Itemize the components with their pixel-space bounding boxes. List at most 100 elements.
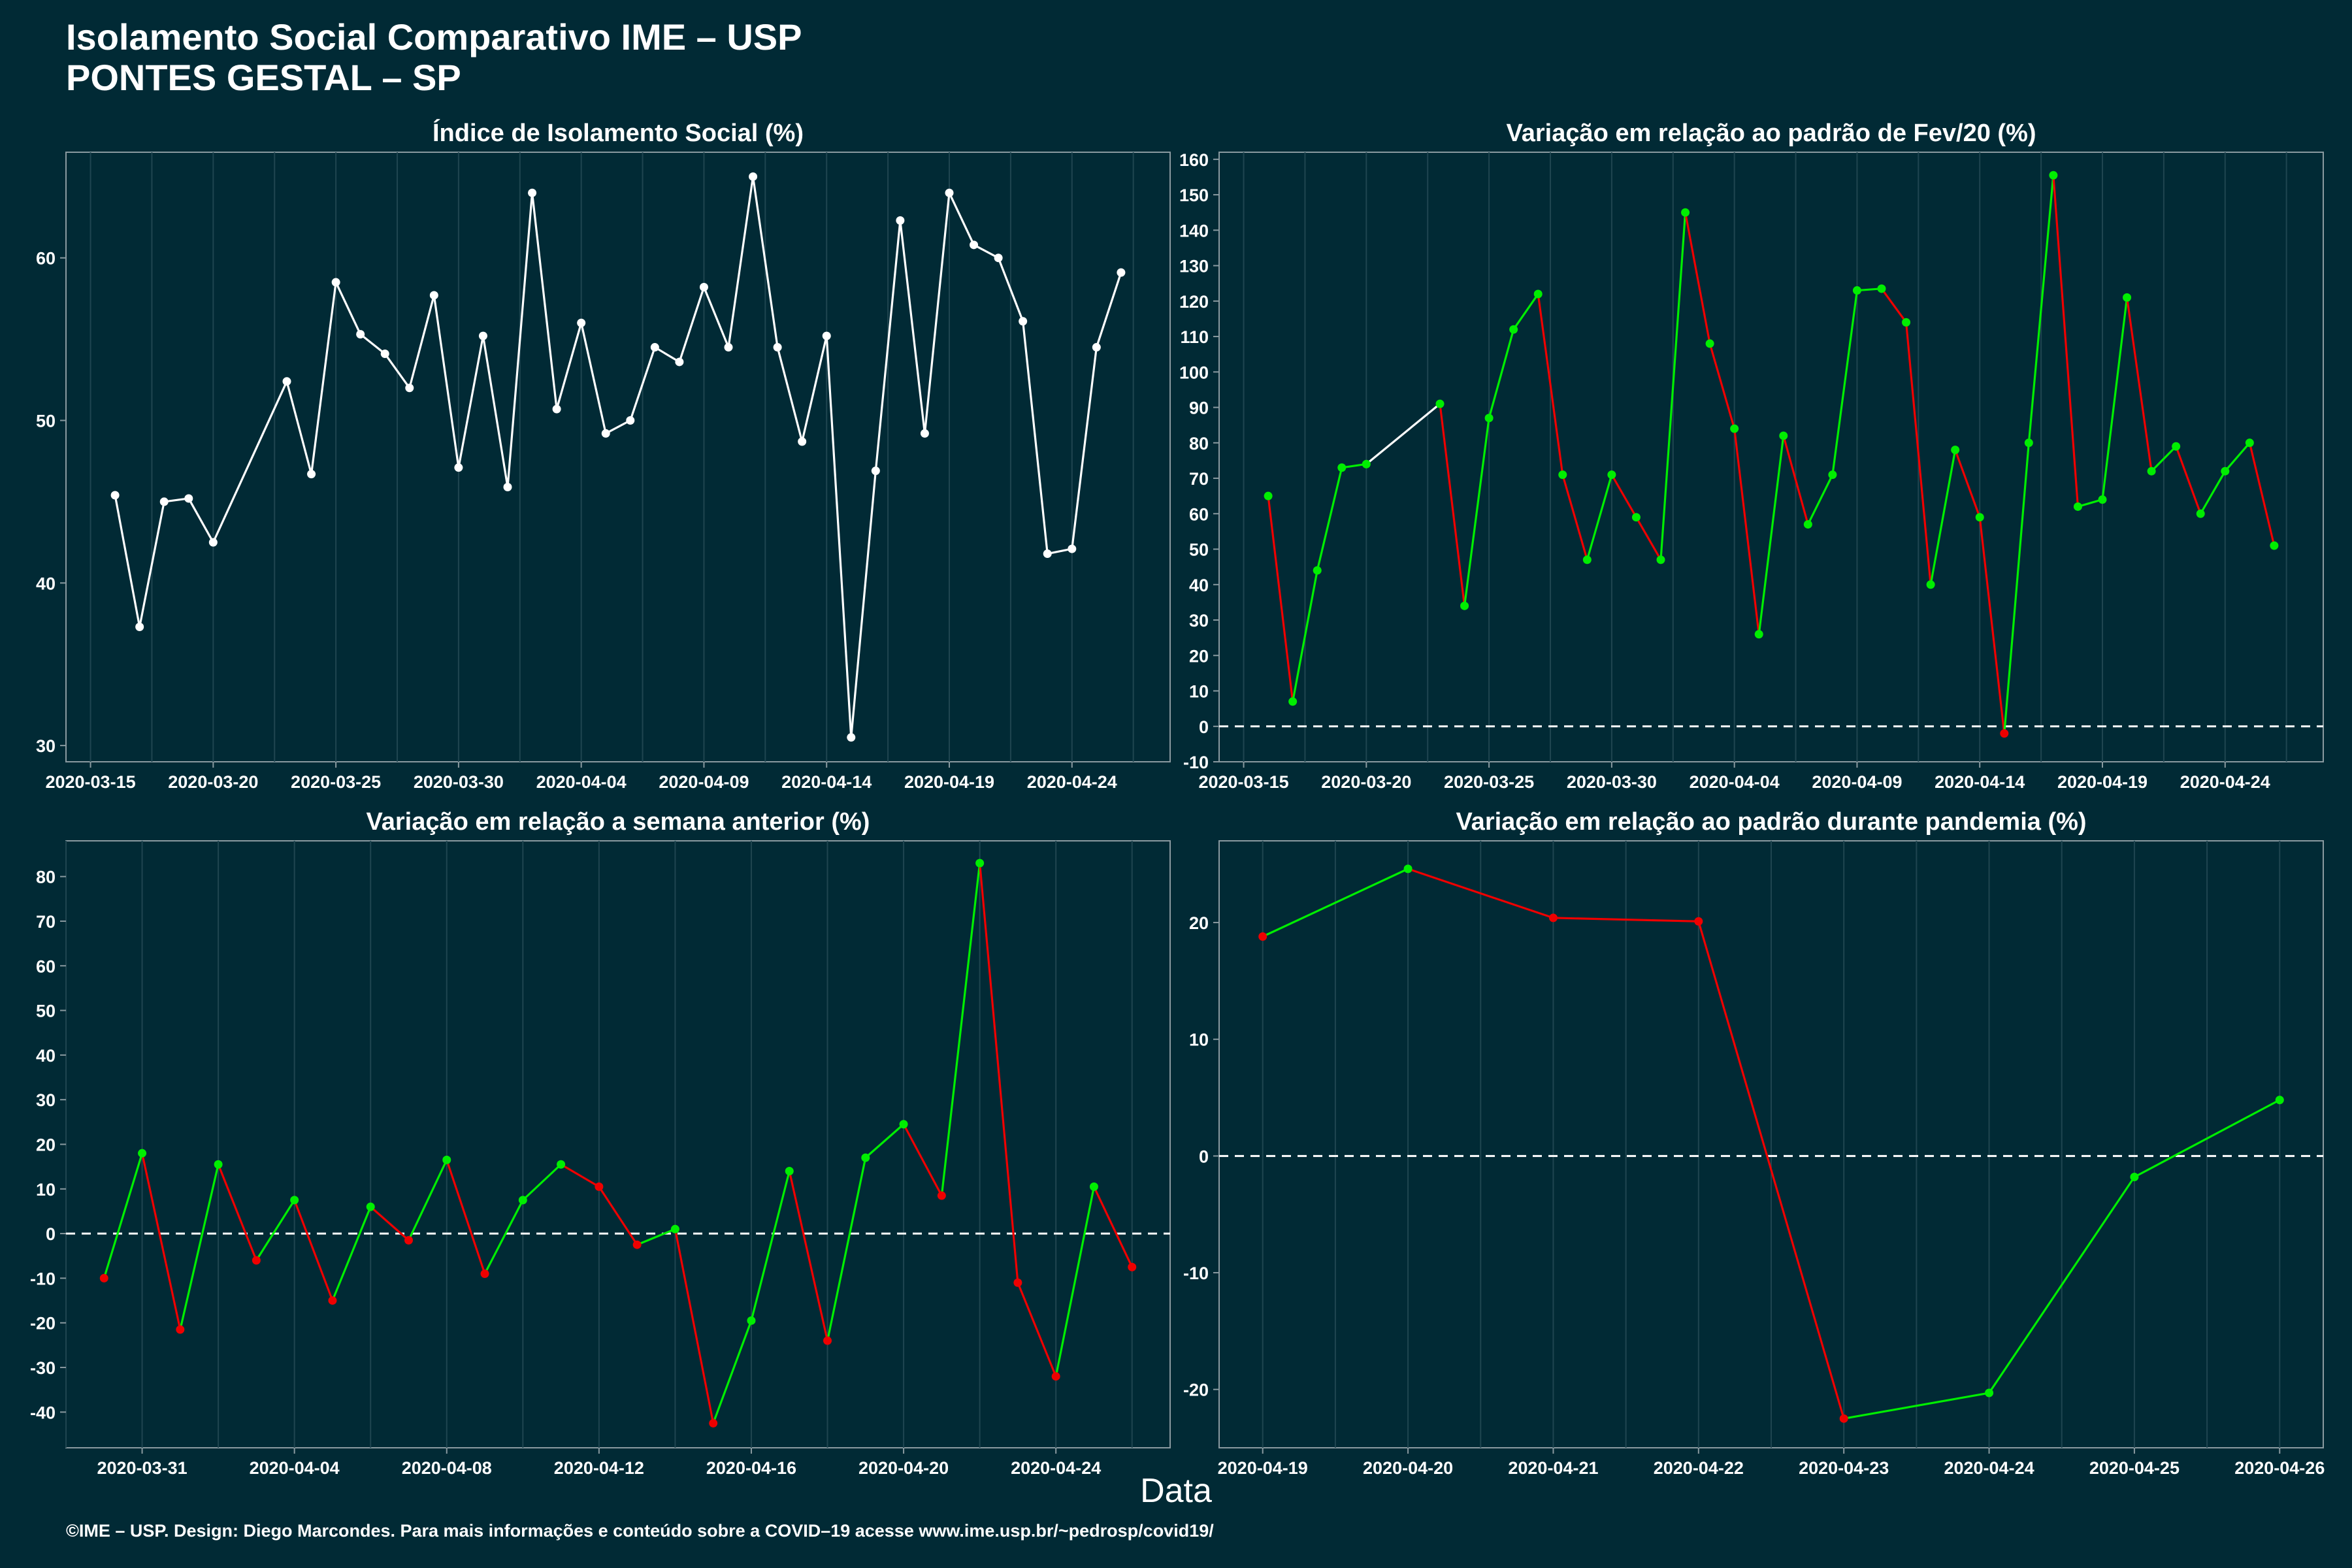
y-tick-label: -10 <box>30 1269 56 1288</box>
series-segment <box>826 1157 867 1341</box>
data-point <box>328 1296 337 1305</box>
data-point <box>1730 424 1739 433</box>
data-point <box>1754 630 1763 639</box>
x-tick-label: 2020-03-20 <box>1321 772 1411 792</box>
data-point <box>1533 289 1543 299</box>
data-point <box>823 1336 832 1345</box>
series-segment <box>629 347 656 421</box>
data-point <box>159 497 169 506</box>
data-point <box>945 188 954 197</box>
data-point <box>290 1196 299 1205</box>
y-tick-label: 0 <box>1199 1147 1209 1166</box>
series-segment <box>2224 442 2251 472</box>
series-segment <box>2150 446 2177 472</box>
x-tick-label: 2020-04-24 <box>2180 772 2270 792</box>
data-point <box>184 494 193 503</box>
series-segment <box>2175 446 2202 514</box>
data-point <box>2270 541 2279 550</box>
y-tick-label: 140 <box>1179 221 1209 240</box>
data-point <box>2245 438 2254 448</box>
series-segment <box>712 1320 753 1424</box>
series-segment <box>776 347 804 442</box>
data-point <box>1975 513 1984 522</box>
x-tick-label: 2020-04-20 <box>858 1458 949 1478</box>
series-segment <box>370 1205 410 1241</box>
data-point <box>975 858 985 868</box>
x-tick-label: 2020-04-04 <box>536 772 627 792</box>
series-segment <box>1488 329 1515 419</box>
series-segment <box>825 336 853 738</box>
y-tick-label: -10 <box>1183 1264 1209 1283</box>
y-tick-label: -40 <box>30 1403 56 1422</box>
y-tick-label: 80 <box>36 868 56 887</box>
series-segment <box>874 220 902 471</box>
x-axis-label: Data <box>1140 1472 1212 1510</box>
data-point <box>1509 325 1518 334</box>
series-segment <box>580 322 607 434</box>
y-tick-label: 0 <box>1199 717 1209 737</box>
y-tick-label: 30 <box>36 736 56 756</box>
series-segment <box>1071 347 1098 549</box>
x-tick-label: 2020-03-31 <box>97 1458 187 1478</box>
series-segment <box>902 1124 943 1196</box>
footer-credits: ©IME – USP. Design: Diego Marcondes. Par… <box>66 1521 1214 1541</box>
data-point <box>773 343 782 352</box>
y-tick-label: 0 <box>46 1224 56 1244</box>
data-point <box>626 416 635 425</box>
y-tick-label: 160 <box>1179 150 1209 170</box>
series-segment <box>1095 272 1122 348</box>
y-tick-label: 10 <box>1189 682 1209 702</box>
data-point <box>1128 1262 1137 1271</box>
data-point <box>577 318 586 327</box>
series-segment <box>1022 321 1049 554</box>
x-tick-label: 2020-04-04 <box>250 1458 340 1478</box>
data-point <box>1548 913 1558 923</box>
series-segment <box>335 282 362 335</box>
series-segment <box>605 419 631 434</box>
data-point <box>1019 317 1028 326</box>
series-segment <box>2248 442 2276 546</box>
data-point <box>552 404 561 414</box>
x-tick-label: 2020-04-04 <box>1690 772 1780 792</box>
data-point <box>1117 268 1126 277</box>
series-segment <box>751 176 779 348</box>
series-segment <box>212 381 288 543</box>
y-tick-label: 40 <box>1189 576 1209 595</box>
series-segment <box>948 192 975 246</box>
series-segment <box>2027 175 2055 443</box>
data-point <box>1681 208 1690 217</box>
data-point <box>2147 466 2156 476</box>
y-tick-label: 90 <box>1189 399 1209 418</box>
y-tick-label: 40 <box>36 1046 56 1066</box>
data-point <box>1089 1182 1098 1191</box>
y-tick-label: 130 <box>1179 257 1209 276</box>
data-point <box>138 1149 147 1158</box>
y-tick-label: 50 <box>36 1002 56 1021</box>
y-tick-label: 20 <box>1189 913 1209 933</box>
data-point <box>709 1418 718 1428</box>
data-point <box>1877 284 1886 293</box>
data-point <box>1951 446 1960 455</box>
x-tick-label: 2020-04-08 <box>402 1458 492 1478</box>
data-point <box>1258 932 1267 941</box>
y-tick-label: 40 <box>36 574 56 593</box>
data-point <box>176 1325 185 1334</box>
series-segment <box>1697 921 1845 1419</box>
series-segment <box>750 1171 791 1321</box>
data-point <box>861 1153 870 1162</box>
series-segment <box>1553 917 1699 923</box>
series-segment <box>1054 1186 1096 1377</box>
data-point <box>2024 438 2033 448</box>
data-point <box>1068 544 1077 553</box>
data-point <box>518 1196 527 1205</box>
x-tick-label: 2020-04-19 <box>2057 772 2148 792</box>
series-segment <box>482 335 509 487</box>
data-point <box>920 429 929 438</box>
data-point <box>454 463 463 472</box>
series-segment <box>433 295 460 468</box>
data-point <box>1926 580 1935 589</box>
data-point <box>785 1166 794 1175</box>
series-segment <box>1463 417 1490 606</box>
